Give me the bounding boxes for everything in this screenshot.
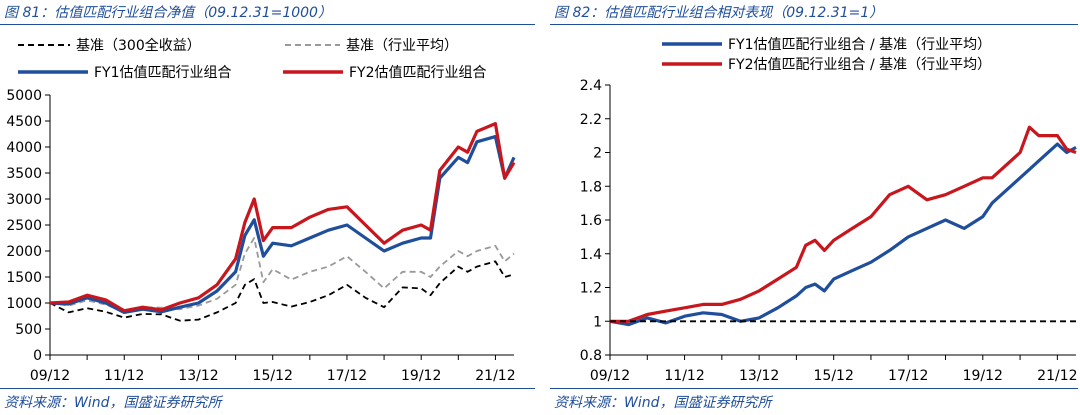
series-line-2	[49, 135, 516, 314]
y-tick-label: 1	[593, 314, 602, 330]
y-tick-label: 1000	[6, 296, 42, 312]
x-tick-label: 13/12	[178, 368, 218, 384]
series-line-1	[610, 125, 1077, 323]
source-rule	[0, 388, 535, 389]
relative-performance-chart: 0.8 1 1.2 1.4 1.6 1.8 2 2.2 2.4 09/12 11/12 13/12 15…	[580, 36, 1078, 384]
x-tick-label: 15/12	[814, 368, 854, 384]
y-tick-label: 4500	[6, 114, 42, 130]
y-tick-label: 3500	[6, 166, 42, 182]
y-tick-label: 2000	[6, 244, 42, 260]
y-tick-label: 1.6	[580, 213, 602, 229]
x-tick-label: 19/12	[401, 368, 441, 384]
y-tick-label: 1500	[6, 270, 42, 286]
figure-title: 图 82：估值匹配行业组合相对表现（09.12.31=1）	[554, 5, 884, 21]
right-figure: 图 82：估值匹配行业组合相对表现（09.12.31=1） 0.8 1 1.2 1.4…	[550, 0, 1080, 415]
y-tick-label: 500	[15, 322, 42, 338]
legend-label: FY2估值匹配行业组合	[349, 65, 487, 81]
x-tick-label: 15/12	[253, 368, 293, 384]
legend-label: FY2估值匹配行业组合 / 基准（行业平均）	[728, 56, 991, 73]
y-tick-label: 0	[33, 348, 42, 364]
y-tick-label: 1.2	[580, 281, 602, 297]
series-line-3	[49, 121, 516, 313]
legend-label: FY1估值匹配行业组合	[94, 65, 232, 81]
y-tick-label: 2	[593, 146, 602, 162]
legend-label: FY1估值匹配行业组合 / 基准（行业平均）	[728, 36, 991, 53]
x-tick-label: 21/12	[1037, 368, 1077, 384]
series-line-0	[49, 260, 515, 322]
x-tick-label: 09/12	[30, 368, 70, 384]
title-rule	[0, 24, 535, 25]
y-tick-label: 5000	[6, 88, 42, 104]
x-tick-label: 11/12	[664, 368, 704, 384]
legend-label: 基准（行业平均）	[346, 37, 458, 54]
y-tick-label: 2500	[6, 218, 42, 234]
x-tick-label: 11/12	[104, 368, 144, 384]
source-rule	[550, 388, 1078, 389]
source-note: 资料来源：Wind，国盛证券研究所	[554, 395, 772, 411]
x-tick-label: 09/12	[590, 368, 630, 384]
y-tick-label: 3000	[6, 192, 42, 208]
x-tick-label: 21/12	[475, 368, 515, 384]
title-rule	[550, 24, 1078, 25]
series-line-0	[609, 142, 1077, 327]
y-tick-label: 1.8	[580, 179, 602, 195]
y-tick-label: 2.2	[580, 112, 602, 128]
source-note: 资料来源：Wind，国盛证券研究所	[4, 395, 222, 411]
x-tick-label: 13/12	[739, 368, 779, 384]
left-figure: 图 81：估值匹配行业组合净值（09.12.31=1000） 0 500 1000 1…	[0, 5, 535, 411]
figure-title: 图 81：估值匹配行业组合净值（09.12.31=1000）	[4, 5, 332, 21]
legend-label: 基准（300全收益）	[76, 37, 201, 54]
y-tick-label: 0.8	[580, 348, 602, 364]
y-tick-label: 1.4	[580, 247, 602, 263]
x-tick-label: 17/12	[888, 368, 928, 384]
x-tick-label: 19/12	[963, 368, 1003, 384]
net-value-chart: 0 500 1000 1500 2000 2500 3000 3500 4000 4500 5000…	[6, 37, 516, 384]
y-tick-label: 4000	[6, 140, 42, 156]
series-line-1	[49, 237, 515, 313]
x-tick-label: 17/12	[327, 368, 367, 384]
y-tick-label: 2.4	[580, 78, 602, 94]
